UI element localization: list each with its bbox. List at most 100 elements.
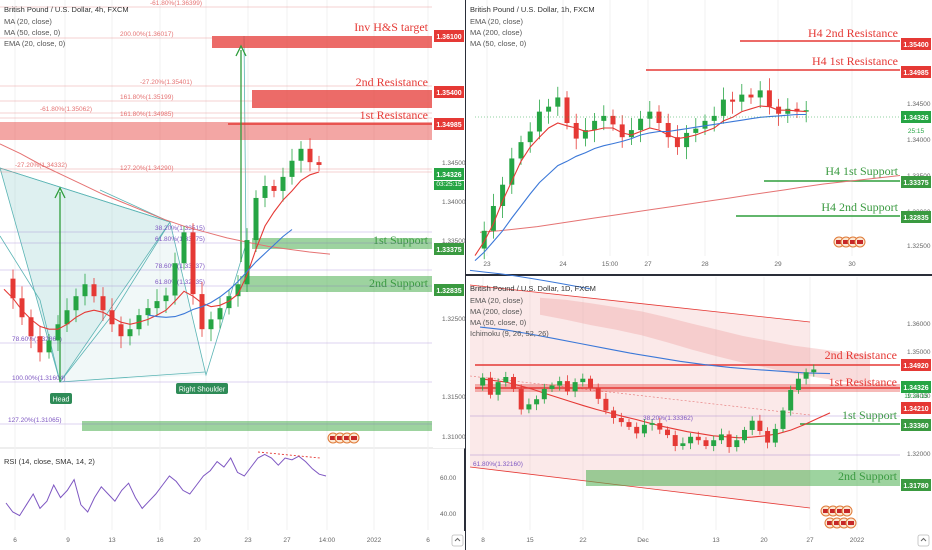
d1-zone-title-2nd-resistance: 2nd Resistance: [825, 348, 897, 362]
fib-label: 38.20%(1.33515): [155, 225, 205, 232]
h1-candle: [582, 130, 588, 139]
d1-indicator-legend: MA (200, close): [470, 307, 523, 316]
d1-indicator-legend: EMA (20, close): [470, 296, 523, 305]
fib-label: -27.20%(1.35401): [140, 79, 192, 86]
h1-candle: [647, 111, 653, 119]
h4-candle: [46, 340, 52, 353]
zone-2nd-support: [240, 276, 432, 292]
d1-candle: [703, 440, 709, 447]
h4-candle: [190, 232, 196, 295]
h4-candle: [82, 284, 88, 297]
h1-candle: [748, 94, 754, 98]
h4-current-tag: [434, 168, 464, 180]
h1-candle: [638, 118, 644, 131]
h1-candle: [500, 184, 506, 206]
channel-upper-line: [469, 284, 811, 323]
d1-candle: [541, 388, 547, 400]
h4-candle: [307, 148, 313, 163]
h1-candle: [555, 97, 561, 107]
h4-candle: [118, 324, 124, 337]
h1-candle: [536, 111, 542, 132]
h4-1st-resistance-price: 1.34985: [436, 122, 461, 129]
d1-candle: [749, 420, 755, 430]
h1-ytick-label: 1.32500: [907, 243, 931, 250]
h1-ma-50-line: [474, 113, 807, 262]
d1-2nd-support-price: 1.31780: [903, 483, 928, 490]
h4-countdown-tag: [434, 181, 464, 190]
d1-time-axis: [466, 531, 932, 550]
h1-economic-event-flag-icon[interactable]: [854, 236, 866, 248]
d1-candle: [795, 378, 801, 390]
h4-xtick-label: 14:00: [319, 537, 336, 544]
d1-collapse-button-bottom: [917, 534, 930, 547]
d1-candle: [572, 382, 578, 392]
h4-1st-resistance-tag: [434, 118, 464, 130]
h1-candle: [564, 97, 570, 123]
h1-1st-support-tag: [901, 176, 931, 188]
d1-candle: [511, 377, 516, 389]
h4-candle: [73, 296, 79, 311]
d1-candle: [657, 423, 663, 430]
d1-candle: [665, 429, 670, 436]
d1-economic-event-flag-icon[interactable]: [841, 505, 853, 517]
d1-candle: [580, 378, 586, 383]
h4-inv-hs-target-tag: [434, 30, 464, 42]
h4-candle: [298, 148, 304, 161]
h4-ytick-label: 1.34000: [442, 199, 466, 206]
h1-zone-title-2nd-support: H4 2nd Support: [821, 200, 898, 214]
d1-candle: [680, 443, 686, 447]
d1-candle: [757, 420, 763, 431]
h4-candle: [235, 284, 241, 297]
h4-candle: [226, 296, 232, 309]
regression-channel-fill: [470, 285, 810, 508]
h1-current-tag: [901, 111, 931, 123]
h1-candle: [665, 122, 671, 138]
h4-xtick-label: 6: [13, 537, 17, 544]
d1-1st-resistance-tag: [901, 402, 931, 414]
h4-2nd-support-tag: [434, 284, 464, 296]
d1-xtick-label: 15: [526, 537, 534, 544]
d1-2nd-resistance-price: 1.34920: [903, 363, 928, 370]
h4-indicator-legend: MA (50, close, 0): [4, 28, 61, 37]
fib-label: 127.20%(1.34290): [120, 165, 174, 172]
d1-candle: [480, 377, 486, 386]
h1-xtick-label: 30: [848, 261, 856, 268]
h4-candle: [316, 162, 322, 165]
d1-candle: [811, 369, 817, 373]
zone-title-2nd-resistance: 2nd Resistance: [356, 75, 428, 89]
fib-label: 78.60%(1.33037): [155, 263, 205, 270]
h1-candle: [757, 90, 763, 98]
h4-xtick-label: 6: [426, 537, 430, 544]
harmonic-pattern-shape: [60, 222, 206, 382]
h4-indicator-legend: EMA (20, close, 0): [4, 39, 66, 48]
h4-xtick-label: 27: [283, 537, 291, 544]
d1-xtick-label: 22: [579, 537, 587, 544]
h1-1st-resistance-price: 1.34985: [903, 70, 928, 77]
d1-candle: [518, 388, 524, 410]
h4-economic-event-flag-icon[interactable]: [348, 432, 360, 444]
h1-zone-title-1st-support: H4 1st Support: [825, 164, 898, 178]
d1-1st-resistance-price: 1.34210: [903, 406, 928, 413]
rsi-ytick-label: 40.00: [440, 511, 457, 518]
pattern-line: [59, 371, 206, 383]
h4-candle: [181, 232, 187, 264]
ma-50-line: [147, 229, 293, 318]
h4-ytick-label: 1.34500: [442, 160, 466, 167]
rsi-ytick-label: 60.00: [440, 475, 457, 482]
h1-candle: [518, 142, 524, 159]
label-right-shoulder: Right Shoulder: [179, 387, 226, 394]
d1-economic-event-flag-icon[interactable]: [845, 517, 857, 529]
h4-ytick-label: 1.31000: [442, 434, 466, 441]
h4-collapse-button-chevron-icon: [454, 537, 461, 542]
h4-candle: [163, 295, 169, 302]
h1-2nd-resistance-tag: [901, 38, 931, 50]
h4-candle: [244, 240, 250, 285]
h1-candle: [702, 120, 708, 129]
h1-indicator-legend: EMA (20, close): [470, 17, 523, 26]
d1-candle: [672, 435, 678, 447]
h1-candle: [794, 108, 800, 112]
d1-candle: [695, 436, 701, 441]
d1-candle: [726, 434, 732, 448]
d1-zone-2nd-support: [586, 470, 900, 486]
d1-xtick-label: 8: [481, 537, 485, 544]
